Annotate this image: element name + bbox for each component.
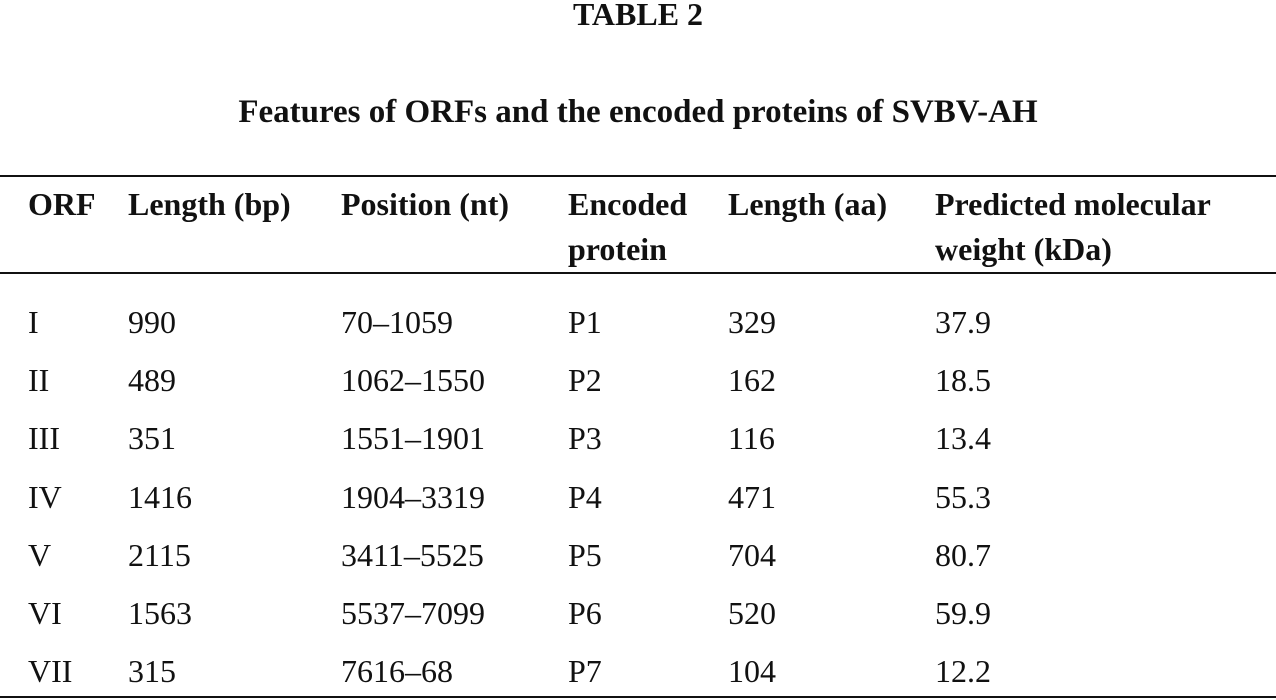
table-cell: 990 (128, 304, 176, 340)
table-cell: 5537–7099 (341, 595, 485, 631)
table-cell: 12.2 (935, 653, 991, 690)
table-cell: P5 (568, 536, 602, 573)
table-cell: 80.7 (935, 536, 991, 573)
table-cell: P7 (568, 653, 602, 690)
table-title: TABLE 2 (572, 0, 704, 32)
table-cell: 2115 (128, 536, 191, 573)
column-header: Predicted molecular weight (kDa) (935, 186, 1211, 267)
column-header: Length (bp) (128, 186, 291, 222)
table-cell: 1904–3319 (341, 478, 485, 515)
column-header: ORF (28, 186, 96, 222)
top-rule (0, 175, 1276, 177)
column-header: Length (aa) (728, 186, 888, 222)
table-cell: VII (28, 653, 73, 690)
table-caption: Features of ORFs and the encoded protein… (238, 94, 1038, 130)
table-cell: 489 (128, 362, 176, 399)
table-cell: 13.4 (935, 420, 991, 457)
table-cell: 315 (128, 653, 176, 690)
table-cell: 1551–1901 (341, 420, 485, 457)
table-cell: 104 (728, 653, 776, 690)
table-cell: I (28, 304, 39, 340)
table-cell: P4 (568, 478, 602, 515)
table-cell: P6 (568, 595, 602, 631)
table-cell: 55.3 (935, 478, 991, 515)
table-cell: V (28, 536, 52, 573)
table-cell: 116 (728, 420, 775, 457)
table-cell: VI (28, 595, 62, 631)
table-cell: P3 (568, 420, 602, 457)
table-cell: 520 (728, 595, 776, 631)
table-cell: III (28, 420, 60, 457)
table-cell: IV (28, 478, 62, 515)
table-cell: 37.9 (935, 304, 991, 340)
table-cell: 162 (728, 362, 776, 399)
table-cell: 7616–68 (341, 653, 453, 690)
bottom-rule (0, 696, 1276, 698)
column-header: Position (nt) (341, 186, 509, 222)
header-rule (0, 272, 1276, 274)
table-cell: 351 (128, 420, 176, 457)
table-cell: P1 (568, 304, 602, 340)
table-cell: 471 (728, 478, 776, 515)
table-cell: 704 (728, 536, 776, 573)
table-cell: II (28, 362, 50, 399)
table-cell: 3411–5525 (341, 536, 484, 573)
table-cell: 18.5 (935, 362, 991, 399)
column-header: Encoded protein (568, 186, 688, 267)
table-cell: 329 (728, 304, 776, 340)
table-cell: 1416 (128, 478, 192, 515)
table-cell: 1062–1550 (341, 362, 485, 399)
table-cell: 70–1059 (341, 304, 453, 340)
table-cell: P2 (568, 362, 602, 399)
table-cell: 1563 (128, 595, 192, 631)
table-cell: 59.9 (935, 595, 991, 631)
